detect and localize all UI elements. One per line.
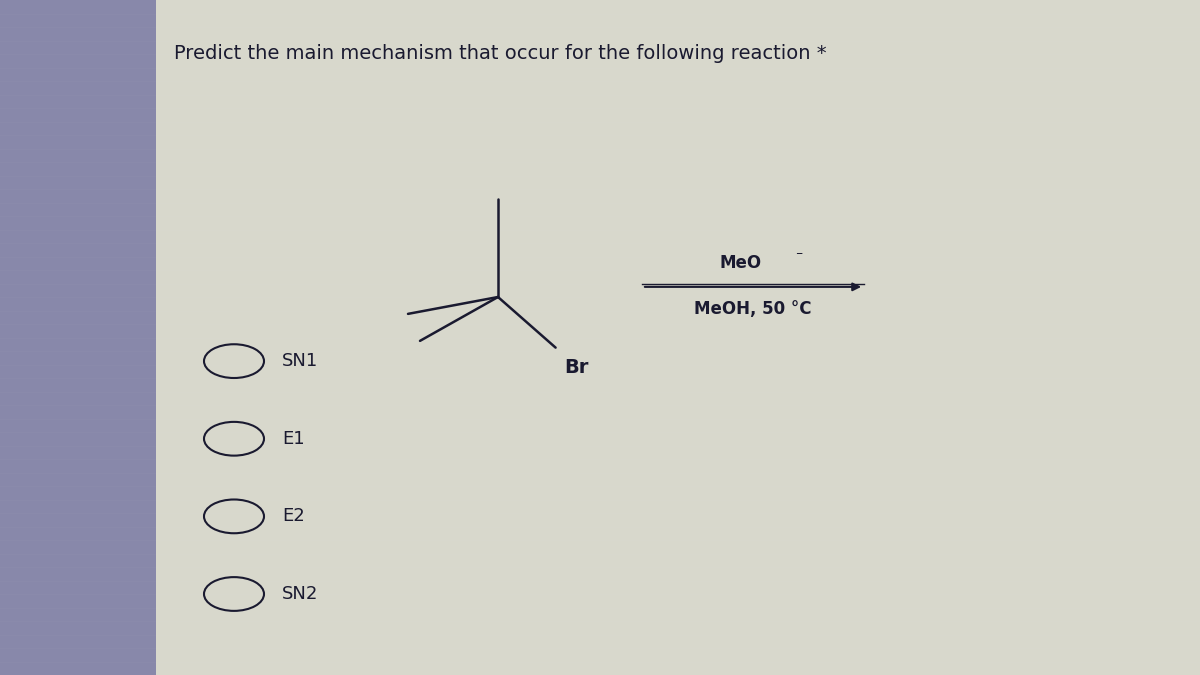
Text: SN1: SN1 <box>282 352 318 370</box>
Text: E2: E2 <box>282 508 305 525</box>
Bar <box>0 0 156 675</box>
Text: E1: E1 <box>282 430 305 448</box>
Text: ⁻: ⁻ <box>794 249 803 263</box>
Text: MeO: MeO <box>720 254 762 272</box>
Bar <box>156 0 1200 675</box>
Text: MeOH, 50 °C: MeOH, 50 °C <box>695 300 811 319</box>
Text: Predict the main mechanism that occur for the following reaction *: Predict the main mechanism that occur fo… <box>174 44 827 63</box>
Text: SN2: SN2 <box>282 585 318 603</box>
Text: Br: Br <box>564 358 588 377</box>
